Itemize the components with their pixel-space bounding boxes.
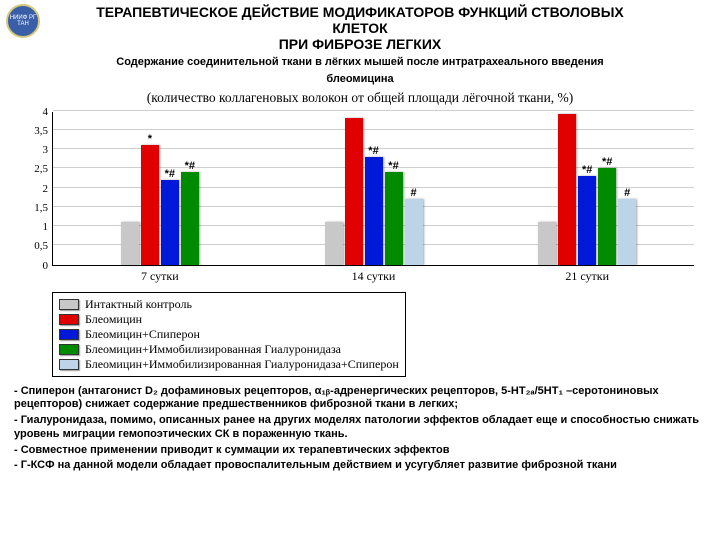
legend-label: Блеомицин+Иммобилизированная Гиалуронида… [85,342,341,357]
title-block: ТЕРАПЕВТИЧЕСКОЕ ДЕЙСТВИЕ МОДИФИКАТОРОВ Ф… [0,0,720,88]
bar: # [618,199,636,264]
plot-area: **#*#7 сутки*#*##14 сутки*#*##21 сутки [52,112,694,266]
bar-annotation: *# [582,164,592,176]
bar-group: *#*##14 сутки [267,112,481,265]
bar: *# [365,157,383,265]
bar-annotation: *# [602,156,612,168]
legend-item: Блеомицин+Иммобилизированная Гиалуронида… [59,342,399,357]
bar: *# [578,176,596,265]
legend-swatch [59,299,79,310]
bar [121,222,139,264]
note-line: - Гиалуронидаза, помимо, описанных ранее… [14,414,706,442]
subtitle-2: блеомицина [8,73,712,86]
legend-item: Интактный контроль [59,297,399,312]
bar [558,114,576,264]
ytick-label: 3,5 [34,125,48,137]
legend-swatch [59,344,79,355]
bar-annotation: * [148,133,152,145]
institute-logo: НИИФ РГ ТАН [6,4,40,38]
subtitle-1: Содержание соединительной ткани в лёгких… [8,56,712,69]
ytick-label: 4 [43,106,49,118]
legend-swatch [59,359,79,370]
legend-label: Интактный контроль [85,297,192,312]
x-category-label: 21 сутки [480,269,694,284]
x-category-label: 14 сутки [267,269,481,284]
legend-label: Блеомицин [85,312,142,327]
legend: Интактный контрольБлеомицинБлеомицин+Спи… [52,292,406,377]
ytick-label: 3 [43,144,49,156]
legend-item: Блеомицин [59,312,399,327]
note-line: - Совместное применении приводит к сумма… [14,444,706,458]
legend-swatch [59,329,79,340]
main-title-3: ПРИ ФИБРОЗЕ ЛЕГКИХ [8,36,712,52]
bar: # [405,199,423,264]
bar-annotation: # [410,187,416,199]
legend-item: Блеомицин+Иммобилизированная Гиалуронида… [59,357,399,372]
main-title-1: ТЕРАПЕВТИЧЕСКОЕ ДЕЙСТВИЕ МОДИФИКАТОРОВ Ф… [8,4,712,20]
bar-annotation: *# [368,145,378,157]
note-line: - Спиперон (антагонист D₂ дофаминовых ре… [14,385,706,413]
ytick-label: 2 [43,183,49,195]
chart-description: (количество коллагеновых волокон от обще… [8,90,712,106]
bar [538,222,556,264]
notes: - Спиперон (антагонист D₂ дофаминовых ре… [14,385,706,474]
legend-label: Блеомицин+Спиперон [85,327,200,342]
legend-swatch [59,314,79,325]
bar: *# [161,180,179,265]
bar-chart: 00,511,522,533,54 **#*#7 сутки*#*##14 су… [18,108,702,288]
bar-annotation: # [624,187,630,199]
bar-group: **#*#7 сутки [53,112,267,265]
x-category-label: 7 сутки [53,269,267,284]
legend-item: Блеомицин+Спиперон [59,327,399,342]
bar-annotation: *# [185,160,195,172]
bar [325,222,343,264]
legend-label: Блеомицин+Иммобилизированная Гиалуронида… [85,357,399,372]
bar: *# [598,168,616,264]
ytick-label: 0 [43,260,49,272]
bar-annotation: *# [388,160,398,172]
bar: *# [181,172,199,264]
bar-group: *#*##21 сутки [480,112,694,265]
bar [345,118,363,264]
bar: *# [385,172,403,264]
note-line: - Г-КСФ на данной модели обладает провос… [14,459,706,473]
ytick-label: 2,5 [34,163,48,175]
bar-annotation: *# [165,168,175,180]
ytick-label: 0,5 [34,240,48,252]
ytick-label: 1 [43,221,49,233]
main-title-2: КЛЕТОК [8,20,712,36]
bar: * [141,145,159,264]
ytick-label: 1,5 [34,202,48,214]
